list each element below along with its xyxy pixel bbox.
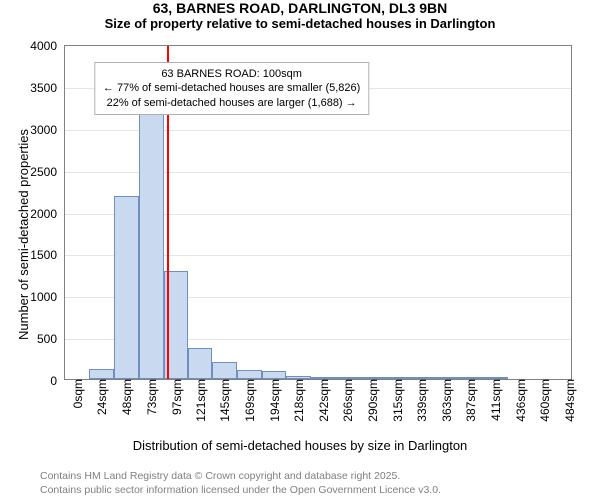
annotation-line-2: ← 77% of semi-detached houses are smalle… bbox=[103, 81, 360, 95]
annotation-line-1: 63 BARNES ROAD: 100sqm bbox=[103, 67, 360, 81]
x-axis-label: Distribution of semi-detached houses by … bbox=[0, 438, 600, 453]
x-tick-label: 48sqm bbox=[114, 379, 134, 415]
histogram-bar bbox=[262, 371, 286, 379]
x-tick-label: 290sqm bbox=[360, 379, 380, 422]
histogram-bar bbox=[89, 369, 113, 379]
y-tick-label: 3000 bbox=[30, 123, 65, 137]
x-tick-label: 194sqm bbox=[262, 379, 282, 422]
x-tick-label: 266sqm bbox=[335, 379, 355, 422]
x-tick-label: 73sqm bbox=[139, 379, 159, 415]
histogram-bar bbox=[139, 106, 163, 379]
y-tick-label: 2500 bbox=[30, 165, 65, 179]
x-tick-label: 315sqm bbox=[385, 379, 405, 422]
histogram-bar bbox=[114, 196, 139, 379]
y-tick-label: 4000 bbox=[30, 39, 65, 53]
y-tick-label: 1500 bbox=[30, 248, 65, 262]
x-tick-label: 218sqm bbox=[286, 379, 306, 422]
chart-title: 63, BARNES ROAD, DARLINGTON, DL3 9BN bbox=[0, 0, 600, 16]
histogram-bar bbox=[237, 370, 262, 379]
annotation-line-3: 22% of semi-detached houses are larger (… bbox=[103, 96, 360, 110]
x-tick-label: 169sqm bbox=[237, 379, 257, 422]
property-annotation-box: 63 BARNES ROAD: 100sqm ← 77% of semi-det… bbox=[94, 62, 369, 115]
x-tick-label: 436sqm bbox=[508, 379, 528, 422]
x-tick-label: 0sqm bbox=[65, 379, 85, 408]
y-tick-label: 3500 bbox=[30, 81, 65, 95]
x-tick-label: 363sqm bbox=[434, 379, 454, 422]
histogram-bar bbox=[212, 362, 236, 379]
footer-credit-2: Contains public sector information licen… bbox=[40, 484, 441, 496]
x-tick-label: 97sqm bbox=[164, 379, 184, 415]
histogram-bar bbox=[188, 348, 212, 379]
chart-subtitle: Size of property relative to semi-detach… bbox=[0, 16, 600, 31]
x-tick-label: 411sqm bbox=[483, 379, 503, 421]
chart-titles: 63, BARNES ROAD, DARLINGTON, DL3 9BN Siz… bbox=[0, 0, 600, 31]
x-tick-label: 242sqm bbox=[311, 379, 331, 422]
x-tick-label: 387sqm bbox=[458, 379, 478, 422]
property-size-histogram: 63, BARNES ROAD, DARLINGTON, DL3 9BN Siz… bbox=[0, 0, 600, 500]
y-tick-label: 0 bbox=[50, 374, 65, 388]
x-tick-label: 339sqm bbox=[409, 379, 429, 422]
footer-credit-1: Contains HM Land Registry data © Crown c… bbox=[40, 470, 400, 482]
y-tick-label: 2000 bbox=[30, 207, 65, 221]
x-tick-label: 24sqm bbox=[89, 379, 109, 415]
x-tick-label: 484sqm bbox=[557, 379, 577, 422]
y-tick-label: 500 bbox=[37, 332, 65, 346]
y-axis-label: Number of semi-detached properties bbox=[16, 129, 31, 340]
x-tick-label: 460sqm bbox=[532, 379, 552, 422]
x-tick-label: 121sqm bbox=[188, 379, 208, 422]
y-tick-label: 1000 bbox=[30, 290, 65, 304]
x-tick-label: 145sqm bbox=[212, 379, 232, 422]
